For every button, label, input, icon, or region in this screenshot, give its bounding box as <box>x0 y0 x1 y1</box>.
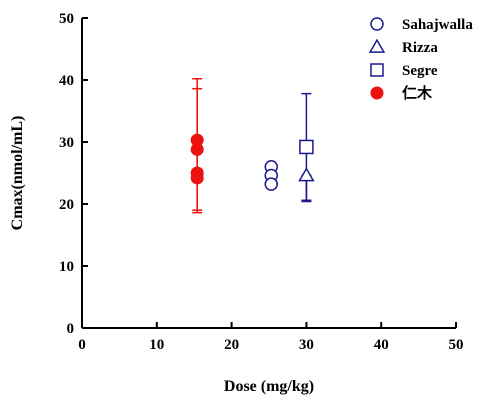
y-tick-label: 50 <box>59 11 74 27</box>
data-point-open-circle <box>264 177 278 191</box>
data-point-filled-circle <box>190 142 204 156</box>
legend-label: 仁木 <box>402 84 433 102</box>
axes <box>81 18 456 329</box>
legend: Sahajwalla Rizza Segre 仁木 <box>368 17 473 102</box>
y-tick-label: 30 <box>59 135 74 151</box>
x-axis-label: Dose (mg/kg) <box>224 378 314 395</box>
y-tick-label: 40 <box>59 73 74 89</box>
legend-label: Segre <box>402 63 438 79</box>
ticks: 0 10 20 30 40 50 0 10 20 30 40 50 <box>59 11 464 353</box>
legend-marker <box>370 17 384 31</box>
x-tick-label: 10 <box>149 337 164 353</box>
legend-marker <box>368 38 386 53</box>
y-axis-label: Cmax(nmol/mL) <box>9 116 26 231</box>
x-tick-label: 40 <box>374 337 389 353</box>
x-tick-label: 20 <box>224 337 239 353</box>
data-point-open-square <box>299 139 314 155</box>
legend-marker <box>370 63 384 77</box>
data-points <box>190 133 315 191</box>
y-tick-label: 0 <box>67 321 75 337</box>
data-point-open-triangle <box>298 167 315 182</box>
x-tick-label: 0 <box>78 337 86 353</box>
y-tick-label: 20 <box>59 197 74 213</box>
legend-label: Sahajwalla <box>402 17 473 33</box>
error-bars <box>192 78 312 214</box>
legend-marker <box>370 86 384 100</box>
data-point-filled-circle <box>190 171 204 185</box>
x-tick-label: 50 <box>449 337 464 353</box>
legend-label: Rizza <box>402 40 438 56</box>
x-tick-label: 30 <box>299 337 314 353</box>
y-tick-label: 10 <box>59 259 74 275</box>
